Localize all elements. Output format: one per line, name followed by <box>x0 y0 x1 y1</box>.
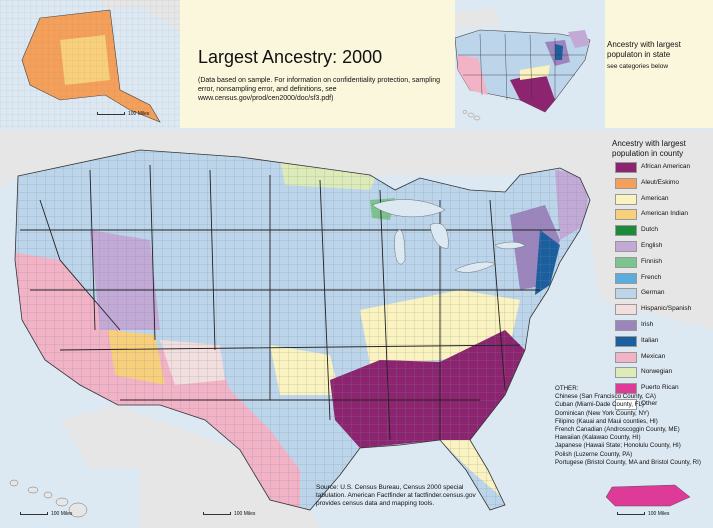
legend-label: English <box>641 242 663 249</box>
state-legend-note: see categories below <box>607 63 669 70</box>
puerto-rico-scale-label: 100 Miles <box>648 511 670 517</box>
legend-label: Dutch <box>641 226 658 234</box>
conus-scale-label: 100 Miles <box>234 511 256 517</box>
other-item: Hawaiian (Kalawao County, HI) <box>555 434 641 442</box>
legend-swatch <box>615 351 637 363</box>
other-item: French Canadian (Androscoggin County, ME… <box>555 426 680 434</box>
legend-label: Finnish <box>641 257 662 265</box>
hawaii-scale-bar: 100 Miles <box>20 511 72 517</box>
legend-label: German <box>641 289 665 297</box>
legend-label: Irish <box>641 321 654 328</box>
other-item: Filipino (Kauai and Maui counties, HI) <box>555 417 658 425</box>
legend-swatch <box>615 177 637 189</box>
legend-swatch <box>615 241 637 252</box>
legend-swatch <box>615 399 637 410</box>
legend-label: African American <box>641 163 691 170</box>
legend-swatch <box>615 335 637 347</box>
source-note: Source: U.S. Census Bureau, Census 2000 … <box>316 484 476 507</box>
legend-swatch <box>615 304 637 316</box>
legend-swatch <box>615 193 637 205</box>
legend-swatch <box>615 320 637 331</box>
legend-label: Hispanic/Spanish <box>641 305 692 313</box>
map-title: Largest Ancestry: 2000 <box>198 47 383 67</box>
hawaii-scale-label: 100 Miles <box>51 511 73 517</box>
legend-label: Other <box>641 400 658 407</box>
conus-scale-bar: 100 Miles <box>203 511 255 517</box>
legend-label: American Indian <box>641 210 688 218</box>
map-subtitle: (Data based on sample. For information o… <box>198 77 441 102</box>
legend-swatch <box>615 162 637 173</box>
title-panel <box>180 0 455 128</box>
legend-label: French <box>641 273 662 281</box>
state-inset-map <box>455 0 605 128</box>
legend-label: Mexican <box>641 352 666 360</box>
other-item: Dominican (New York County, NY) <box>555 409 650 417</box>
other-item: Portugese (Bristol County, MA and Bristo… <box>555 458 701 466</box>
legend-label: Puerto Rican <box>641 384 679 392</box>
other-ancestries: OTHER: Chinese (San Francisco County, CA… <box>555 385 713 467</box>
legend-swatch <box>615 225 637 237</box>
other-heading: OTHER: <box>555 385 579 392</box>
alaska-scale-label: 100 Miles <box>128 111 150 117</box>
legend-swatch <box>615 288 637 300</box>
other-item: Cuban (Miami-Dade County, FL) <box>555 401 644 409</box>
county-legend-title: Ancestry with largest population in coun… <box>612 139 686 158</box>
other-item: Japanese (Hawaii State; Honolulu County,… <box>555 442 681 450</box>
other-item: Polish (Luzerne County, PA) <box>555 450 633 458</box>
legend-swatch <box>615 272 637 284</box>
legend-label: Italian <box>641 336 659 344</box>
legend-swatch <box>615 383 637 395</box>
legend-label: Norwegian <box>641 368 673 376</box>
other-list: Chinese (San Francisco County, CA) Cuban … <box>555 393 713 467</box>
legend-swatch <box>615 209 637 221</box>
legend-swatch <box>615 256 637 268</box>
alaska-scale-bar: 100 Miles <box>97 111 149 117</box>
legend-label: Aleut/Eskimo <box>641 178 679 186</box>
legend-swatch <box>615 367 637 379</box>
state-legend-title: Ancestry with largest populaton in state <box>607 40 681 59</box>
legend-label: American <box>641 194 669 202</box>
puerto-rico-scale-bar: 100 Miles <box>617 511 669 517</box>
other-item: Chinese (San Francisco County, CA) <box>555 393 656 401</box>
